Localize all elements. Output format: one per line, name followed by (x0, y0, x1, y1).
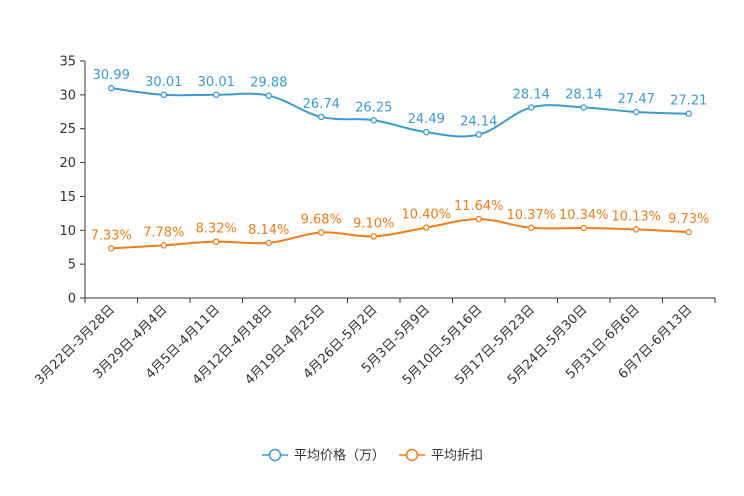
data-label: 10.40% (401, 208, 451, 223)
data-point (422, 224, 430, 231)
data-point (580, 104, 588, 111)
data-point (160, 242, 167, 249)
data-point (317, 229, 325, 236)
data-point (108, 245, 115, 252)
data-point (685, 110, 693, 117)
data-label: 26.74 (303, 97, 340, 112)
data-point (212, 238, 220, 245)
y-tick-label: 20 (59, 156, 76, 171)
data-point (265, 92, 272, 99)
legend[interactable]: 平均价格（万） 平均折扣 (262, 448, 483, 464)
y-tick-label: 0 (68, 292, 76, 307)
data-point (370, 117, 377, 124)
data-label: 9.10% (353, 216, 394, 231)
legend-label-1: 平均价格（万） (294, 448, 385, 464)
data-point (633, 108, 640, 116)
data-point (370, 233, 377, 240)
data-label: 30.01 (198, 75, 235, 90)
data-point (528, 224, 535, 232)
y-tick-label: 15 (59, 190, 76, 205)
data-point (160, 91, 167, 99)
data-label: 9.73% (668, 212, 709, 227)
data-label: 27.21 (670, 94, 707, 109)
series-line-2 (111, 218, 689, 250)
data-label: 24.14 (460, 115, 497, 130)
data-point (475, 131, 482, 138)
legend-marker-1 (268, 448, 282, 462)
y-tick-label: 30 (59, 88, 76, 103)
data-point (633, 226, 640, 233)
data-label: 24.49 (408, 112, 445, 127)
series-line-1 (111, 87, 689, 138)
y-tick-label: 10 (59, 224, 76, 239)
data-labels: 30.99 30.01 30.01 29.88 26.74 26.25 24.49 24.14… (91, 68, 710, 243)
data-label: 8.14% (248, 223, 289, 238)
data-label: 8.32% (196, 222, 237, 237)
data-point (422, 128, 430, 136)
data-point (265, 239, 272, 247)
data-label: 28.14 (565, 87, 602, 102)
data-label: 10.34% (559, 208, 609, 223)
legend-label-2: 平均折扣 (431, 449, 483, 464)
data-point (685, 228, 693, 236)
data-point (108, 84, 115, 92)
data-label: 26.25 (355, 100, 392, 115)
series-lines (108, 84, 693, 252)
y-tick-label: 35 (59, 55, 76, 70)
data-label: 30.99 (93, 68, 130, 83)
data-label: 7.78% (143, 225, 184, 240)
data-label: 10.37% (506, 208, 556, 223)
data-label: 29.88 (250, 76, 287, 91)
y-tick-label: 5 (68, 258, 76, 273)
data-point (475, 215, 482, 223)
data-label: 9.68% (301, 212, 342, 227)
data-label: 10.13% (611, 209, 661, 224)
data-label: 7.33% (91, 228, 132, 243)
legend-marker-2 (405, 448, 419, 462)
data-label: 27.47 (618, 92, 655, 107)
y-tick-label: 25 (59, 122, 76, 137)
data-label: 30.01 (145, 75, 182, 90)
data-point (212, 91, 220, 99)
data-point (317, 113, 325, 121)
data-label: 28.14 (513, 87, 550, 102)
data-label: 11.64% (454, 199, 504, 214)
data-point (528, 104, 535, 111)
data-point (580, 224, 588, 232)
